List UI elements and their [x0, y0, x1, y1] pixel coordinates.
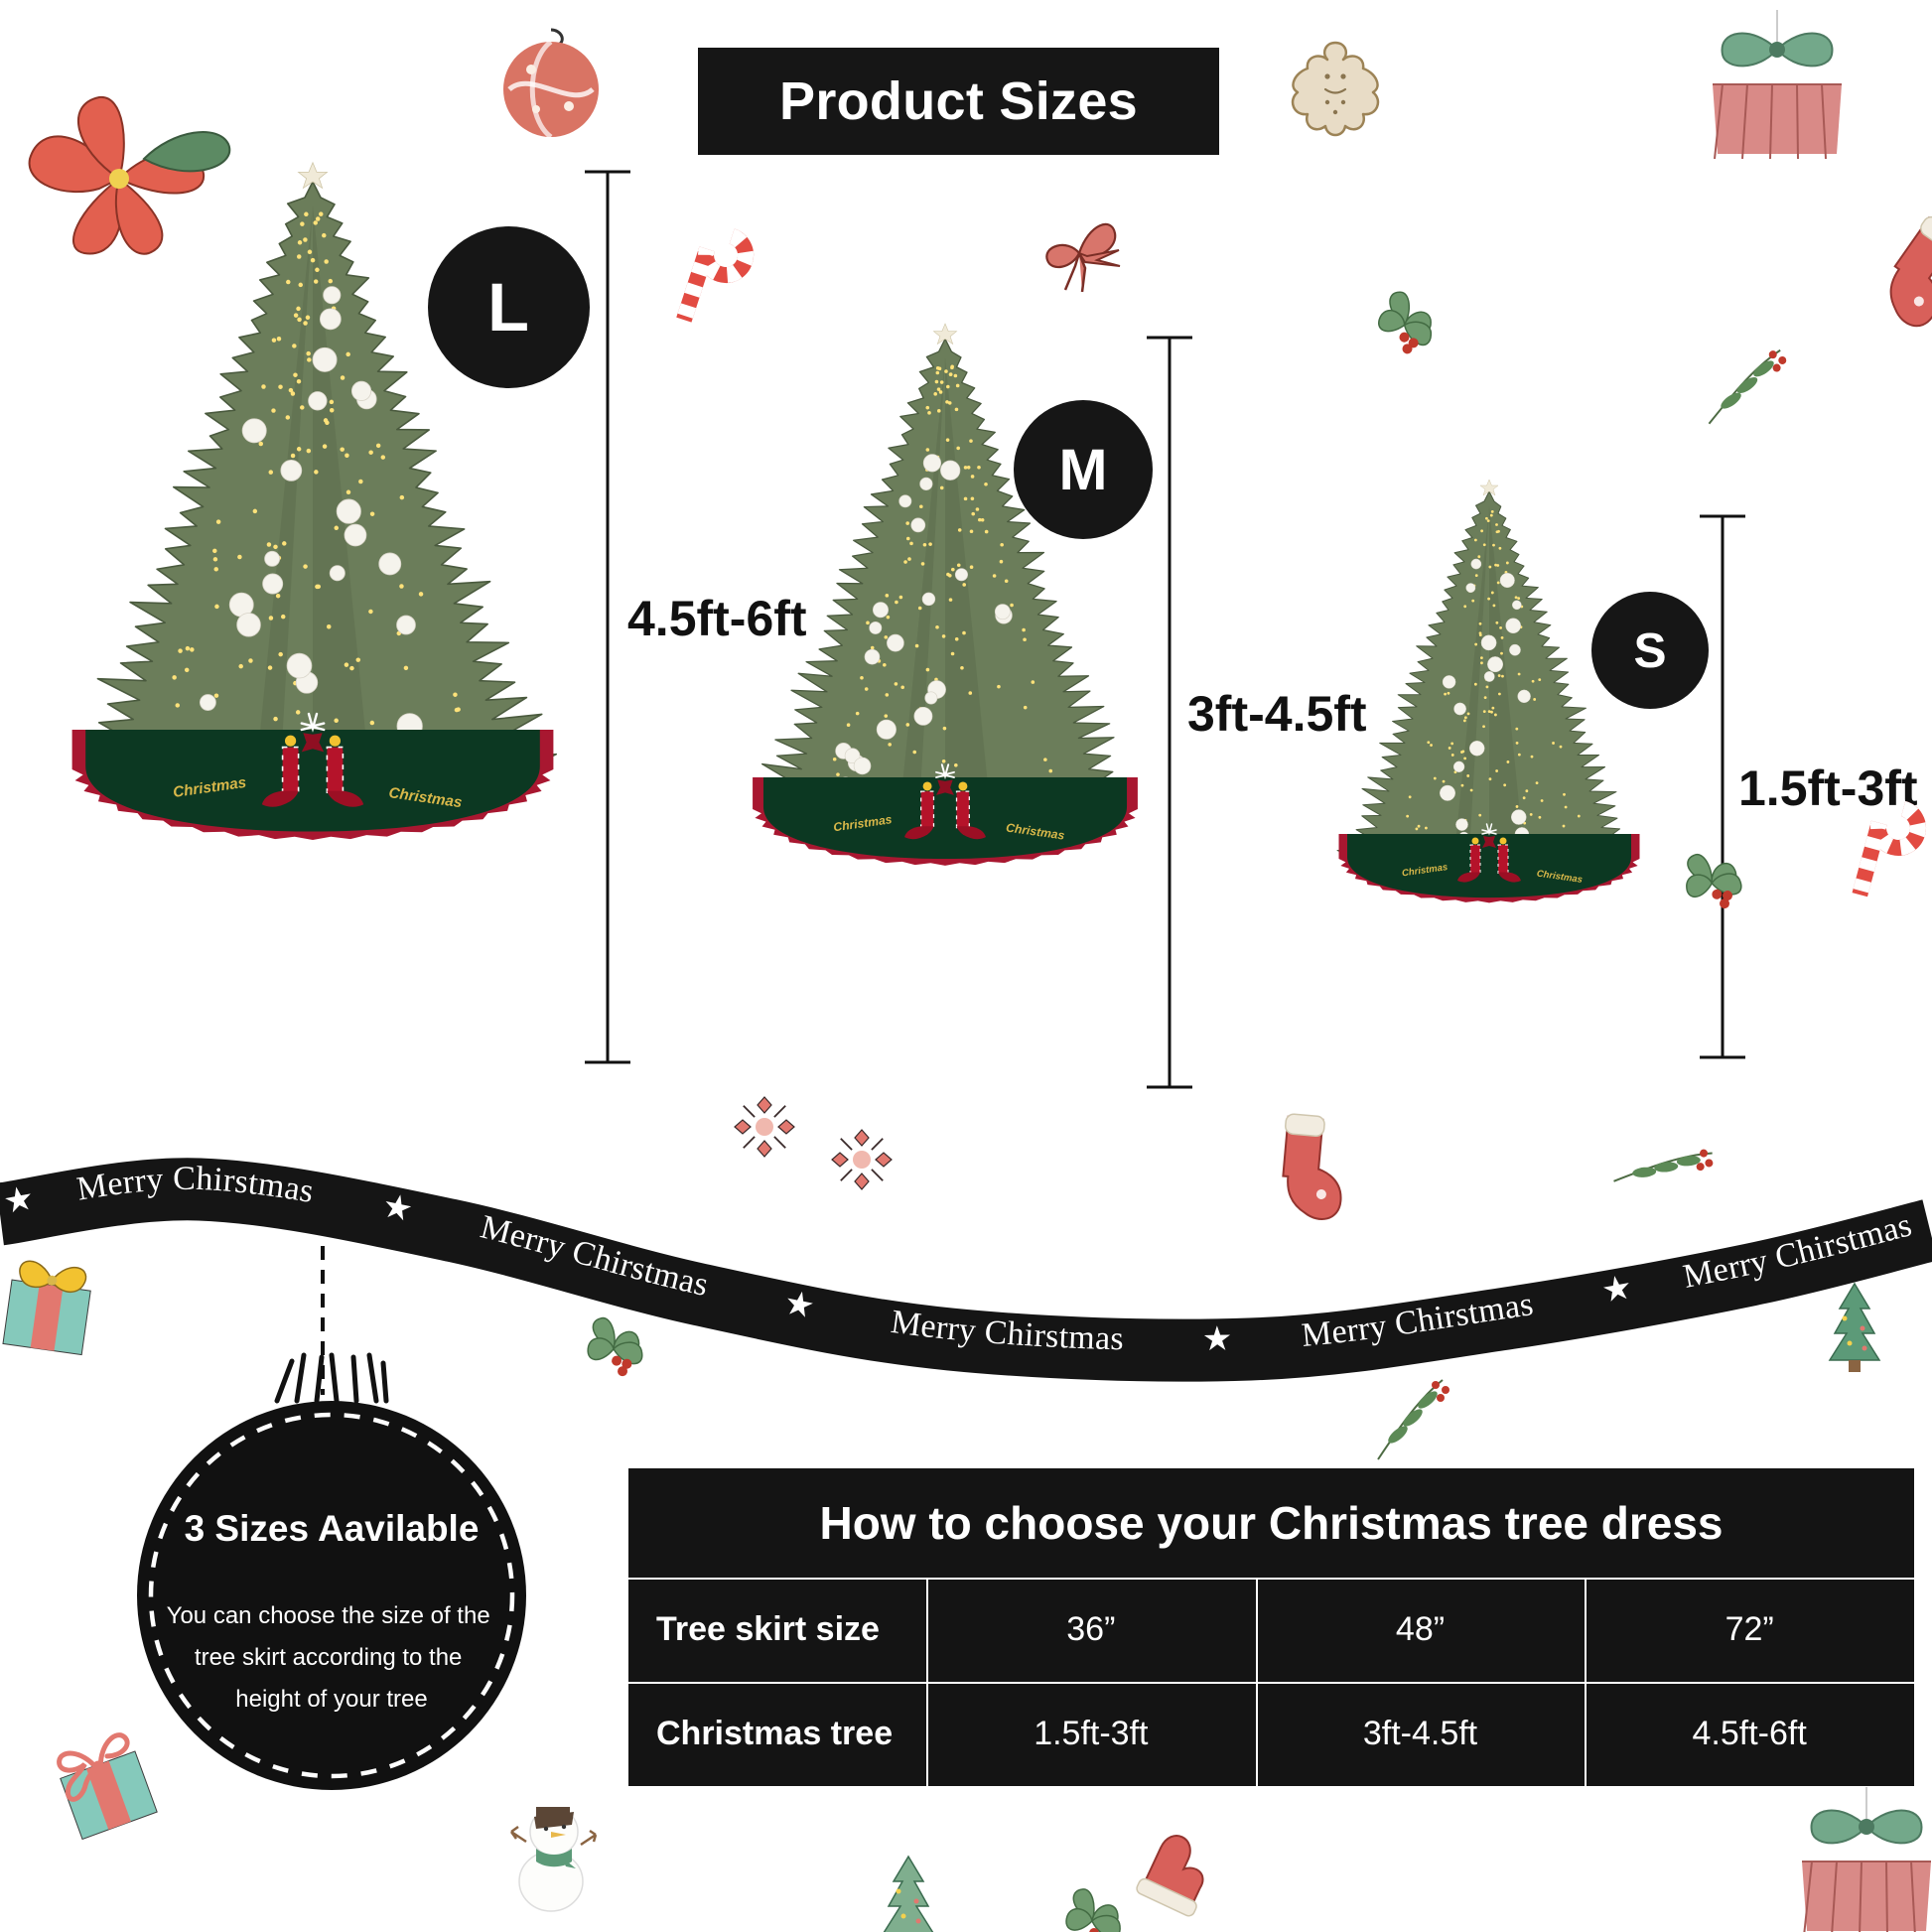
svg-text:3 Sizes Aavilable: 3 Sizes Aavilable [185, 1508, 480, 1549]
